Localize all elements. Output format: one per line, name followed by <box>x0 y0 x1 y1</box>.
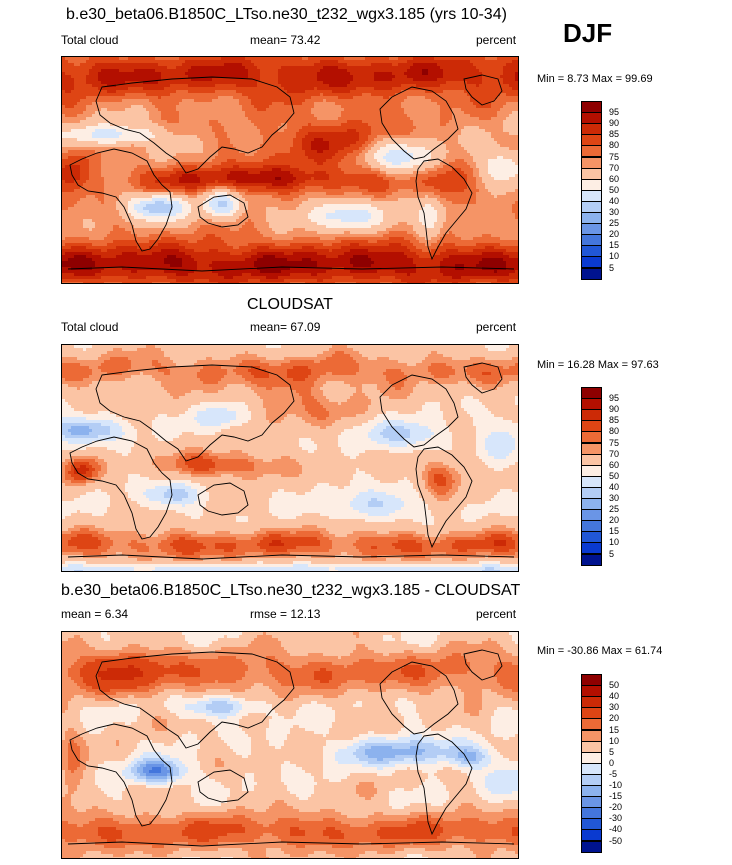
colorbar-label: -50 <box>609 835 623 846</box>
colorbar-box <box>581 840 602 853</box>
panel-3-left-label: mean = 6.34 <box>61 607 129 621</box>
colorbar-label: 5 <box>609 746 615 757</box>
colorbar-box <box>581 553 602 566</box>
colorbar-label: 0 <box>609 757 615 768</box>
colorbar-label: 50 <box>609 184 620 195</box>
colorbar-box <box>581 267 602 280</box>
colorbar-label: 85 <box>609 415 620 426</box>
colorbar-label: 30 <box>609 702 620 713</box>
colorbar-label: -10 <box>609 780 623 790</box>
colorbar-label: 15 <box>609 724 620 735</box>
colorbar-label: 10 <box>609 537 620 548</box>
colorbar-label: 80 <box>609 140 620 151</box>
colorbar-label: 40 <box>609 195 620 206</box>
panel-2-title: CLOUDSAT <box>247 296 333 313</box>
colorbar-label: 10 <box>609 735 620 746</box>
panel-1-center-label: mean= 73.42 <box>250 33 321 47</box>
panel-3-center-label: rmse = 12.13 <box>250 607 321 621</box>
colorbar-label: 75 <box>609 437 620 448</box>
contour-map <box>62 632 518 858</box>
contour-map <box>62 57 518 283</box>
colorbar-label: 90 <box>609 404 620 415</box>
colorbar-label: 5 <box>609 548 615 559</box>
map-panel-2 <box>61 344 519 572</box>
colorbar-label: 90 <box>609 118 620 129</box>
colorbar-label: 40 <box>609 481 620 492</box>
colorbar-label: -5 <box>609 768 618 779</box>
colorbar-label: 30 <box>609 207 620 217</box>
colorbar-label: 60 <box>609 173 620 184</box>
colorbar-label: 15 <box>609 240 620 251</box>
colorbar-label: -15 <box>609 791 623 802</box>
coastlines <box>67 649 515 847</box>
colorbar-label: 20 <box>609 229 620 240</box>
colorbar-label: -20 <box>609 802 623 813</box>
colorbar-label: 25 <box>609 218 620 229</box>
map-panel-3 <box>61 631 519 859</box>
colorbar-label: -30 <box>609 813 623 824</box>
colorbar-label: 25 <box>609 504 620 515</box>
contour-map <box>62 345 518 571</box>
contour-cells <box>62 57 518 283</box>
panel-3-right-label: percent <box>476 607 517 621</box>
map-panel-1 <box>61 56 519 284</box>
colorbar-label: 15 <box>609 526 620 537</box>
colorbar-label: 80 <box>609 426 620 437</box>
panel-2-minmax: Min = 16.28 Max = 97.63 <box>537 359 659 371</box>
colorbar-label: 95 <box>609 393 620 404</box>
colorbar-label: 20 <box>609 515 620 526</box>
coastlines <box>67 362 515 560</box>
contour-cells <box>62 632 518 858</box>
season-label: DJF <box>563 18 613 48</box>
panel-2-right-label: percent <box>476 320 517 334</box>
colorbar-3: 50 40 30 20 15 10 5 0 -5 -10 -15 -20 -30 -40 -50 <box>581 674 622 853</box>
panel-3-title: b.e30_beta06.B1850C_LTso.ne30_t232_wgx3.… <box>61 582 521 599</box>
panel-1-left-label: Total cloud <box>61 33 119 47</box>
colorbar-label: 50 <box>609 470 620 481</box>
colorbar-label: 30 <box>609 493 620 503</box>
colorbar-label: 10 <box>609 251 620 262</box>
colorbar-label: 40 <box>609 691 620 702</box>
colorbar-label: 70 <box>609 448 620 459</box>
panel-2-left-label: Total cloud <box>61 320 119 334</box>
colorbar-2: 95 90 85 80 75 70 60 50 40 30 25 20 15 10 5 <box>581 387 619 566</box>
panel-2-center-label: mean= 67.09 <box>250 320 321 334</box>
colorbar-label: -40 <box>609 824 623 835</box>
colorbar-label: 70 <box>609 162 620 173</box>
colorbar-1: 95 90 85 80 75 70 60 50 40 30 25 20 15 10 5 <box>581 101 619 280</box>
colorbar-label: 75 <box>609 151 620 162</box>
colorbar-label: 95 <box>609 107 620 118</box>
coastlines <box>67 74 515 272</box>
panel-3-minmax: Min = -30.86 Max = 61.74 <box>537 645 663 657</box>
colorbar-label: 20 <box>609 713 620 724</box>
panel-1-right-label: percent <box>476 33 517 47</box>
colorbar-label: 85 <box>609 129 620 140</box>
colorbar-label: 50 <box>609 680 620 691</box>
panel-1-minmax: Min = 8.73 Max = 99.69 <box>537 73 653 85</box>
contour-cells <box>62 345 518 571</box>
panel-1-title: b.e30_beta06.B1850C_LTso.ne30_t232_wgx3.… <box>66 6 507 23</box>
colorbar-label: 60 <box>609 459 620 470</box>
colorbar-label: 5 <box>609 262 615 273</box>
